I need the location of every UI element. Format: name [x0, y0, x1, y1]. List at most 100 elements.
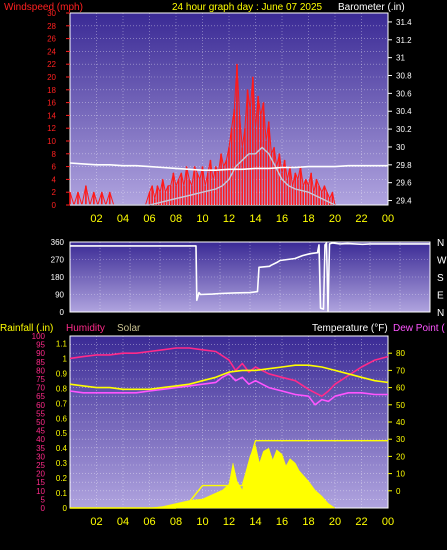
wind-direction-line: [70, 242, 430, 312]
rainfall-tick-label: 0.2: [56, 474, 68, 483]
humidity-tick-label: 30: [36, 452, 45, 461]
rainfall-axis-label: Rainfall (.in): [0, 323, 53, 334]
barometer-tick-label: 31: [396, 54, 405, 63]
humidity-tick-label: 90: [36, 349, 45, 358]
windspeed-tick-label: 2: [52, 188, 57, 197]
hour-tick-label: 10: [196, 213, 208, 225]
direction-tick-label: 270: [51, 256, 65, 265]
dew-point-line: [69, 373, 388, 406]
hour-tick-label: 20: [329, 516, 341, 528]
compass-tick-label: N: [437, 238, 444, 249]
rainfall-tick-label: 0: [63, 504, 68, 513]
rainfall-tick-label: 0.4: [56, 444, 68, 453]
hour-tick-label: 08: [170, 213, 182, 225]
direction-tick-label: 360: [51, 238, 65, 247]
solar-area: [149, 444, 336, 509]
temperature-tick-label: 80: [396, 349, 405, 358]
humidity-tick-label: 0: [41, 504, 46, 513]
temperature-line: [69, 364, 389, 391]
temp-humidity-rain-panel: 00.10.20.30.40.50.60.70.80.911.105101520…: [32, 332, 406, 528]
hour-tick-label: 20: [329, 213, 341, 225]
humidity-tick-label: 85: [36, 358, 45, 367]
humidity-tick-label: 80: [36, 366, 45, 375]
wind-barometer-panel: 02468101214161820222426283029.429.629.83…: [47, 9, 412, 225]
windspeed-tick-label: 24: [47, 47, 56, 56]
plot-border: [69, 241, 431, 313]
barometer-tick-label: 31.2: [396, 36, 412, 45]
hour-tick-label: 14: [249, 516, 261, 528]
barometer-tick-label: 30.8: [396, 72, 412, 81]
humidity-tick-label: 20: [36, 470, 45, 479]
rainfall-tick-label: 0.6: [56, 414, 68, 423]
temperature-axis-label: Temperature (°F): [312, 323, 388, 334]
direction-tick-label: 0: [60, 308, 65, 317]
hour-tick-label: 12: [223, 213, 235, 225]
temperature-tick-label: 20: [396, 452, 405, 461]
humidity-tick-label: 95: [36, 341, 45, 350]
temperature-tick-label: 0: [396, 487, 401, 496]
windspeed-tick-label: 22: [47, 60, 56, 69]
humidity-line: [69, 347, 389, 397]
windspeed-tick-label: 26: [47, 35, 56, 44]
humidity-tick-label: 55: [36, 409, 45, 418]
hour-tick-label: 22: [355, 516, 367, 528]
compass-tick-label: S: [437, 273, 444, 284]
rainfall-tick-label: 0.5: [56, 429, 68, 438]
temperature-tick-label: 40: [396, 418, 405, 427]
hour-tick-label: 00: [382, 213, 394, 225]
windspeed-tick-label: 4: [52, 175, 57, 184]
barometer-axis-label: Barometer (.in): [338, 2, 405, 13]
windspeed-tick-label: 12: [47, 124, 56, 133]
hour-tick-label: 14: [249, 213, 261, 225]
direction-tick-label: 90: [55, 291, 64, 300]
temperature-tick-label: 60: [396, 384, 405, 393]
windspeed-tick-label: 16: [47, 99, 56, 108]
direction-tick-label: 180: [51, 273, 65, 282]
rainfall-tick-label: 0.3: [56, 459, 68, 468]
temperature-tick-label: 10: [396, 470, 405, 479]
rainfall-tick-label: 1: [63, 354, 68, 363]
dew-point-axis-label: Dew Point (: [393, 323, 445, 334]
humidity-tick-label: 25: [36, 461, 45, 470]
humidity-tick-label: 70: [36, 384, 45, 393]
humidity-tick-label: 15: [36, 478, 45, 487]
humidity-tick-label: 40: [36, 435, 45, 444]
rainfall-tick-label: 1.1: [56, 339, 68, 348]
windspeed-axis-label: Windspeed (mph): [4, 2, 83, 13]
temperature-tick-label: 30: [396, 435, 405, 444]
humidity-tick-label: 75: [36, 375, 45, 384]
rainfall-tick-label: 0.9: [56, 369, 68, 378]
hour-tick-label: 10: [196, 516, 208, 528]
humidity-axis-label: Humidity: [66, 323, 105, 334]
hour-tick-label: 12: [223, 516, 235, 528]
hour-tick-label: 00: [382, 516, 394, 528]
windspeed-tick-label: 0: [52, 201, 57, 210]
windspeed-tick-label: 10: [47, 137, 56, 146]
humidity-tick-label: 35: [36, 444, 45, 453]
solar-axis-label: Solar: [117, 323, 141, 334]
windspeed-tick-label: 14: [47, 111, 56, 120]
rainfall-tick-label: 0.8: [56, 384, 68, 393]
windspeed-tick-label: 6: [52, 163, 57, 172]
hour-tick-label: 04: [117, 516, 129, 528]
windspeed-tick-label: 18: [47, 86, 56, 95]
windspeed-tick-label: 20: [47, 73, 56, 82]
hour-tick-label: 02: [90, 213, 102, 225]
humidity-tick-label: 10: [36, 487, 45, 496]
rainfall-tick-label: 0.7: [56, 399, 68, 408]
compass-tick-label: N: [437, 308, 444, 319]
barometer-tick-label: 30.6: [396, 89, 412, 98]
windspeed-tick-label: 30: [47, 9, 56, 18]
chart-title: 24 hour graph day : June 07 2025: [172, 2, 323, 13]
barometer-tick-label: 31.4: [396, 18, 412, 27]
hour-tick-label: 18: [302, 213, 314, 225]
hour-tick-label: 06: [143, 213, 155, 225]
hour-tick-label: 04: [117, 213, 129, 225]
hour-tick-label: 18: [302, 516, 314, 528]
barometer-tick-label: 29.6: [396, 179, 412, 188]
hour-tick-label: 06: [143, 516, 155, 528]
barometer-tick-label: 30: [396, 143, 405, 152]
hour-tick-label: 22: [355, 213, 367, 225]
